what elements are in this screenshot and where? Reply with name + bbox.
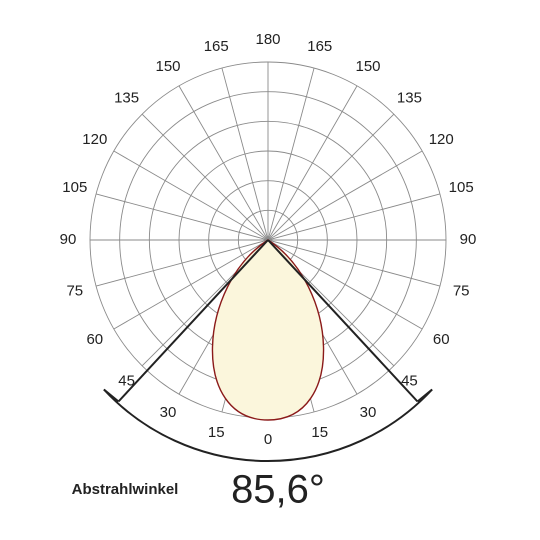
angle-label: 165 [307, 38, 332, 55]
angle-label: 150 [155, 58, 180, 75]
angle-labels: 0 180 15 30 45 60 75 90 105 120 135 150 165 15 30 45 60 7… [60, 31, 477, 448]
angle-label: 135 [114, 90, 139, 107]
angle-label: 90 [60, 231, 77, 248]
angle-label: 165 [204, 38, 229, 55]
angle-label: 120 [429, 131, 454, 148]
beam-line-right [267, 239, 419, 403]
beam-angle-value: 85,6° [231, 468, 325, 512]
angle-label: 75 [66, 283, 83, 300]
angle-label: 0 [264, 431, 272, 448]
angle-label: 45 [401, 372, 418, 389]
angle-label: 105 [449, 179, 474, 196]
angle-label: 15 [311, 424, 328, 441]
beam-angle-marker [103, 239, 433, 463]
caption: Abstrahlwinkel [72, 481, 179, 498]
angle-label: 150 [355, 58, 380, 75]
beam-arc [103, 388, 433, 463]
angle-label: 90 [460, 231, 477, 248]
angle-label: 135 [397, 90, 422, 107]
beam-tick-right [416, 388, 433, 403]
light-distribution [211, 239, 325, 421]
beam-line-left [117, 239, 269, 403]
angle-label: 15 [208, 424, 225, 441]
angle-label: 105 [62, 179, 87, 196]
angle-label: 120 [82, 131, 107, 148]
angle-label: 75 [453, 283, 470, 300]
angle-label: 60 [86, 331, 103, 348]
angle-label: 30 [160, 404, 177, 421]
angle-label: 30 [360, 404, 377, 421]
angle-label: 45 [118, 372, 135, 389]
beam-tick-left [103, 388, 120, 403]
angle-label: 60 [433, 331, 450, 348]
angle-label: 180 [255, 31, 280, 48]
